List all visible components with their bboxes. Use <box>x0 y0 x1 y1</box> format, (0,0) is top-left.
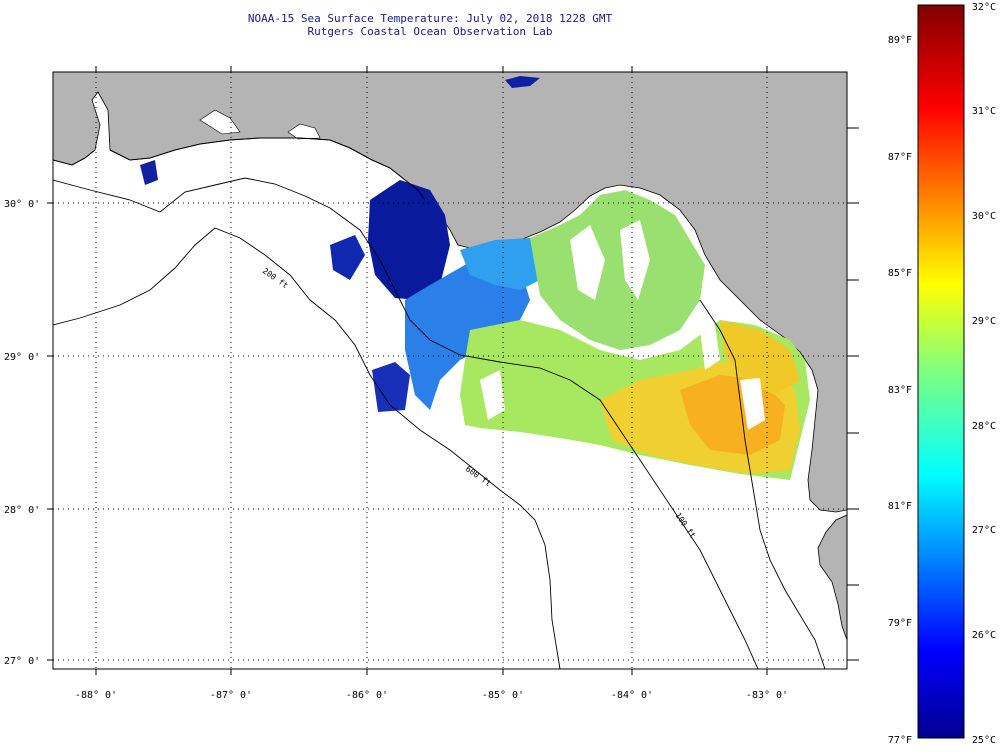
colorbar-fahrenheit-label: 87°F <box>888 152 912 163</box>
axis-ticks <box>47 66 859 675</box>
lon-label: -88° 0' <box>75 690 117 701</box>
lon-label: -87° 0' <box>210 690 252 701</box>
colorbar-celsius-label: 29°C <box>972 316 996 327</box>
colorbar-celsius-label: 30°C <box>972 211 996 222</box>
bathymetry-contours <box>53 177 826 669</box>
map-frame <box>52 71 848 670</box>
lat-label: 30° 0' <box>4 199 40 210</box>
colorbar-celsius-label: 32°C <box>972 2 996 13</box>
map-title: NOAA-15 Sea Surface Temperature: July 02… <box>247 12 613 25</box>
lat-label: 27° 0' <box>4 656 40 667</box>
colorbar-celsius-label: 27°C <box>972 525 996 536</box>
colorbar <box>917 4 965 739</box>
colorbar-fahrenheit-label: 81°F <box>888 501 912 512</box>
colorbar-celsius-label: 31°C <box>972 106 996 117</box>
lon-label: -86° 0' <box>346 690 388 701</box>
colorbar-fahrenheit-label: 77°F <box>888 735 912 746</box>
colorbar-celsius-label: 28°C <box>972 421 996 432</box>
sst-data-overlay <box>140 160 810 480</box>
lon-label: -85° 0' <box>482 690 524 701</box>
colorbar-celsius-label: 26°C <box>972 630 996 641</box>
colorbar-fahrenheit-label: 89°F <box>888 35 912 46</box>
lat-label: 29° 0' <box>4 352 40 363</box>
colorbar-fahrenheit-label: 85°F <box>888 268 912 279</box>
colorbar-celsius-label: 25°C <box>972 735 996 746</box>
colorbar-fahrenheit-label: 79°F <box>888 618 912 629</box>
lon-label: -84° 0' <box>611 690 653 701</box>
lat-label: 28° 0' <box>4 505 40 516</box>
colorbar-fahrenheit-label: 83°F <box>888 385 912 396</box>
lon-label: -83° 0' <box>746 690 788 701</box>
map-subtitle: Rutgers Coastal Ocean Observation Lab <box>307 25 553 38</box>
